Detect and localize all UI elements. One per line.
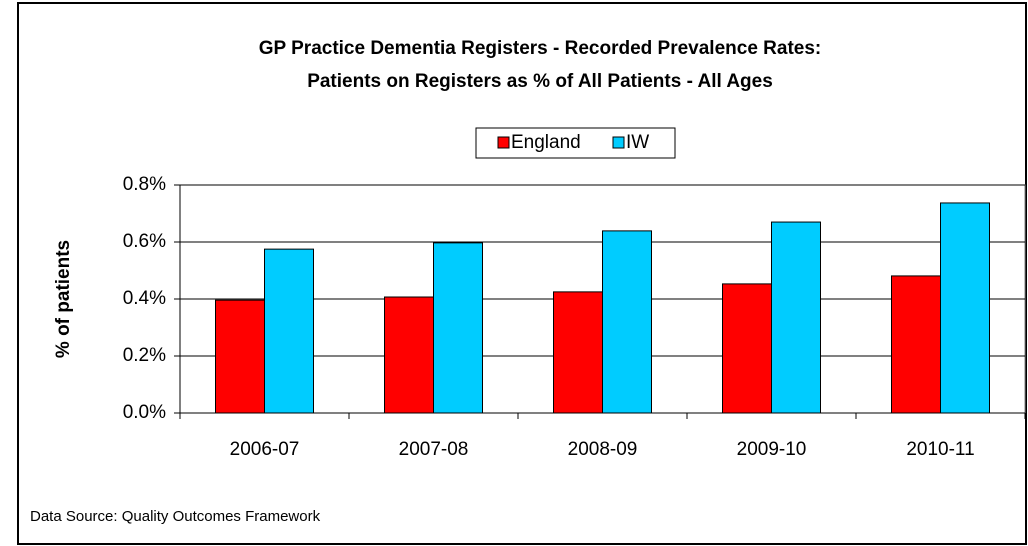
- legend-swatch: [497, 136, 510, 149]
- chart-title: Patients on Registers as % of All Patien…: [307, 71, 773, 92]
- y-tick-label: 0.4%: [123, 288, 166, 309]
- bar: [384, 296, 434, 414]
- bar: [602, 230, 652, 414]
- x-tick-label: 2010-11: [906, 439, 974, 460]
- bar: [891, 275, 941, 414]
- bar: [215, 299, 265, 414]
- y-axis-label: % of patients: [53, 240, 74, 358]
- x-tick-label: 2006-07: [230, 439, 300, 460]
- x-tick-label: 2007-08: [399, 439, 469, 460]
- chart-title: GP Practice Dementia Registers - Recorde…: [259, 38, 822, 59]
- bar: [553, 291, 603, 414]
- bar: [771, 221, 821, 414]
- bar: [264, 248, 314, 414]
- y-tick-label: 0.6%: [123, 231, 166, 252]
- bar: [722, 283, 772, 414]
- y-tick-label: 0.0%: [123, 402, 166, 423]
- x-tick-label: 2008-09: [568, 439, 638, 460]
- legend-label: IW: [626, 132, 649, 153]
- bar: [433, 242, 483, 414]
- y-tick-label: 0.2%: [123, 345, 166, 366]
- bar: [940, 202, 990, 414]
- legend-swatch: [612, 136, 625, 149]
- legend-label: England: [511, 132, 581, 153]
- source-note: Data Source: Quality Outcomes Framework: [30, 508, 321, 525]
- y-tick-label: 0.8%: [123, 174, 166, 195]
- x-tick-label: 2009-10: [737, 439, 807, 460]
